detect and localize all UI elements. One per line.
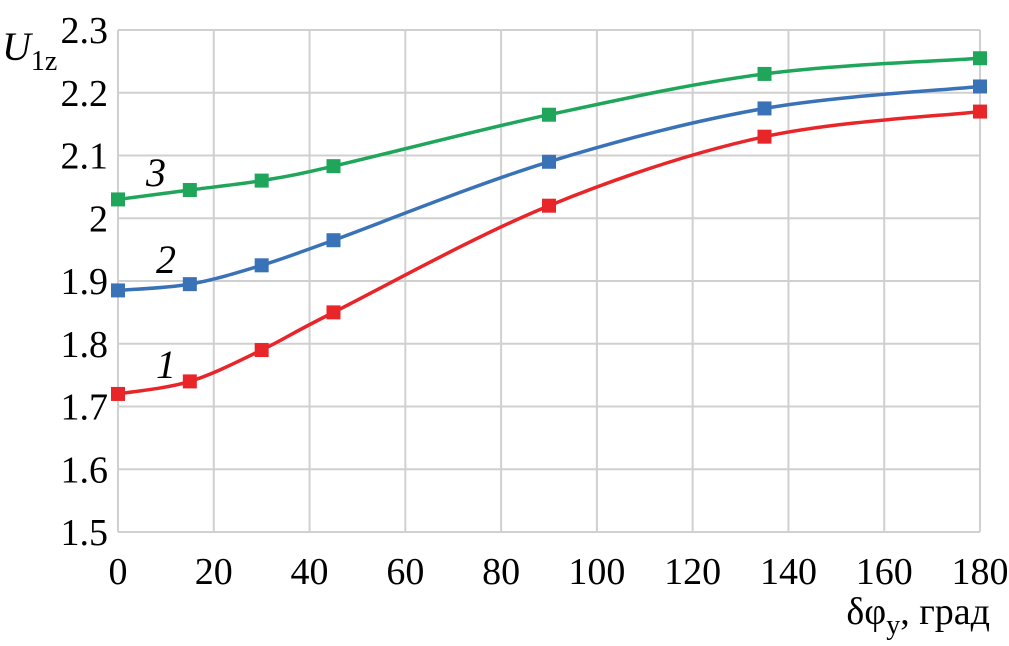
x-axis-title-main: δφ (846, 591, 886, 633)
y-tick-label: 1.6 (61, 449, 109, 491)
x-tick-label: 100 (568, 551, 625, 593)
axis-titles: U1z δφy, град (2, 24, 990, 641)
series-label-3: 3 (145, 150, 166, 195)
y-tick-label: 2.3 (61, 10, 109, 52)
series-label-1: 1 (156, 342, 176, 387)
x-tick-label: 80 (482, 551, 520, 593)
x-tick-label: 40 (291, 551, 329, 593)
x-axis-title: δφy, град (846, 591, 990, 641)
y-tick-label: 2 (89, 198, 108, 240)
x-tick-label: 160 (856, 551, 913, 593)
data-point (111, 386, 125, 401)
x-axis-title-sub: y (886, 610, 900, 641)
y-axis-title-sub: 1z (31, 46, 57, 77)
data-point (973, 79, 987, 94)
y-tick-label: 1.5 (61, 512, 109, 554)
y-tick-label: 1.9 (61, 261, 109, 303)
data-point (757, 101, 772, 116)
data-point (542, 198, 556, 213)
data-point (973, 104, 987, 119)
x-tick-label: 0 (109, 551, 128, 593)
data-point (254, 173, 269, 188)
data-point (182, 374, 197, 389)
y-tick-label: 1.7 (61, 387, 109, 429)
data-point (542, 154, 556, 169)
data-point (326, 233, 341, 248)
data-point (326, 305, 341, 320)
y-tick-label: 2.2 (61, 73, 109, 115)
x-tick-label: 120 (664, 551, 721, 593)
x-axis-title-suffix: , град (900, 591, 990, 633)
series-line-1 (117, 109, 981, 396)
data-point (254, 343, 269, 358)
data-point (542, 107, 556, 122)
series-line-2 (117, 84, 981, 293)
y-tick-label: 1.8 (61, 324, 109, 366)
grid (117, 29, 981, 533)
x-tick-label: 20 (195, 551, 233, 593)
y-tick-label: 2.1 (61, 136, 109, 178)
data-point (973, 51, 987, 66)
series-line-3 (117, 56, 981, 202)
y-axis-title-main: U (2, 24, 34, 69)
data-point (111, 283, 125, 298)
x-tick-label: 180 (952, 551, 1009, 593)
y-axis-title: U1z (2, 24, 57, 77)
data-point (757, 66, 772, 81)
data-point (182, 183, 197, 198)
data-point (326, 159, 341, 174)
tick-labels: 0 20 40 60 80 100 120 140 160 180 1.5 1.6 1.7 1.8 1.9 2… (61, 10, 1009, 593)
data-point (111, 192, 125, 207)
data-point (182, 277, 197, 292)
data-point (254, 258, 269, 273)
series-label-2: 2 (156, 237, 176, 282)
series: 1 2 3 (111, 51, 987, 401)
x-tick-label: 60 (386, 551, 424, 593)
data-point (757, 129, 772, 144)
x-tick-label: 140 (760, 551, 817, 593)
